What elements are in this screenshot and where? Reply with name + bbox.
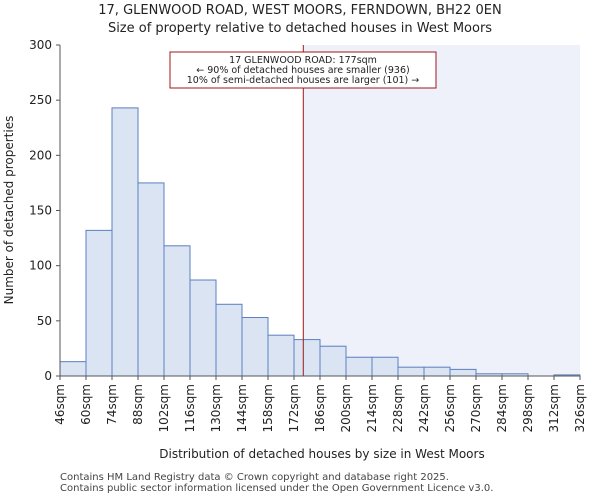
x-tick-label: 172sqm (287, 384, 301, 432)
x-tick-label: 102sqm (157, 384, 171, 432)
annotation-line-3: 10% of semi-detached houses are larger (… (187, 75, 420, 86)
x-tick-label: 46sqm (53, 384, 67, 425)
histogram-bar (449, 368, 477, 377)
chart-title: 17, GLENWOOD ROAD, WEST MOORS, FERNDOWN,… (98, 3, 502, 18)
histogram-bar (163, 245, 191, 377)
x-tick-label: 158sqm (261, 384, 275, 432)
histogram-bar (85, 229, 113, 377)
chart-title-block: 17, GLENWOOD ROAD, WEST MOORS, FERNDOWN,… (0, 2, 600, 38)
histogram-bar (241, 317, 269, 377)
x-tick-label: 60sqm (79, 384, 93, 425)
histogram-bar (397, 366, 425, 377)
x-tick-label: 186sqm (313, 384, 327, 432)
histogram-bar (59, 361, 87, 377)
histogram-bar (423, 366, 451, 377)
x-tick-label: 74sqm (105, 384, 119, 425)
annotation-line-2: ← 90% of detached houses are smaller (93… (196, 65, 409, 76)
x-tick-label: 298sqm (521, 384, 535, 432)
y-tick-label: 300 (29, 38, 52, 52)
x-axis-label: Distribution of detached houses by size … (159, 447, 484, 461)
footer-line-2: Contains public sector information licen… (60, 483, 494, 494)
y-tick-label: 150 (29, 204, 52, 218)
footer-line-1: Contains HM Land Registry data © Crown c… (60, 472, 449, 483)
y-tick-label: 200 (29, 148, 52, 162)
y-tick-label: 0 (44, 369, 52, 383)
x-tick-label: 144sqm (235, 384, 249, 432)
x-tick-label: 242sqm (417, 384, 431, 432)
annotation-line-1: 17 GLENWOOD ROAD: 177sqm (229, 55, 377, 66)
x-tick-label: 256sqm (443, 384, 457, 432)
x-tick-label: 88sqm (131, 384, 145, 425)
histogram-bar (111, 107, 139, 377)
x-tick-label: 200sqm (339, 384, 353, 432)
histogram-bar (371, 356, 399, 377)
histogram-bar (345, 356, 373, 377)
x-tick-label: 116sqm (183, 384, 197, 432)
x-tick-label: 270sqm (469, 384, 483, 432)
x-tick-label: 130sqm (209, 384, 223, 432)
histogram-bar (189, 279, 217, 377)
y-tick-label: 100 (29, 259, 52, 273)
histogram-bar (215, 303, 243, 377)
x-tick-label: 312sqm (547, 384, 561, 432)
y-tick-label: 250 (29, 93, 52, 107)
x-tick-label: 326sqm (573, 384, 587, 432)
x-tick-label: 284sqm (495, 384, 509, 432)
chart-subtitle: Size of property relative to detached ho… (107, 21, 493, 36)
x-tick-label: 214sqm (365, 384, 379, 432)
y-tick-label: 50 (37, 314, 52, 328)
histogram-bar (319, 345, 347, 377)
footer: Contains HM Land Registry data © Crown c… (60, 472, 493, 494)
larger-region-shading (303, 45, 580, 376)
histogram-bar (267, 334, 295, 377)
annotation-box (169, 51, 437, 89)
x-tick-label: 228sqm (391, 384, 405, 432)
histogram-bar (137, 182, 165, 377)
y-axis-label: Number of detached properties (2, 116, 16, 305)
histogram-bar (293, 339, 321, 377)
